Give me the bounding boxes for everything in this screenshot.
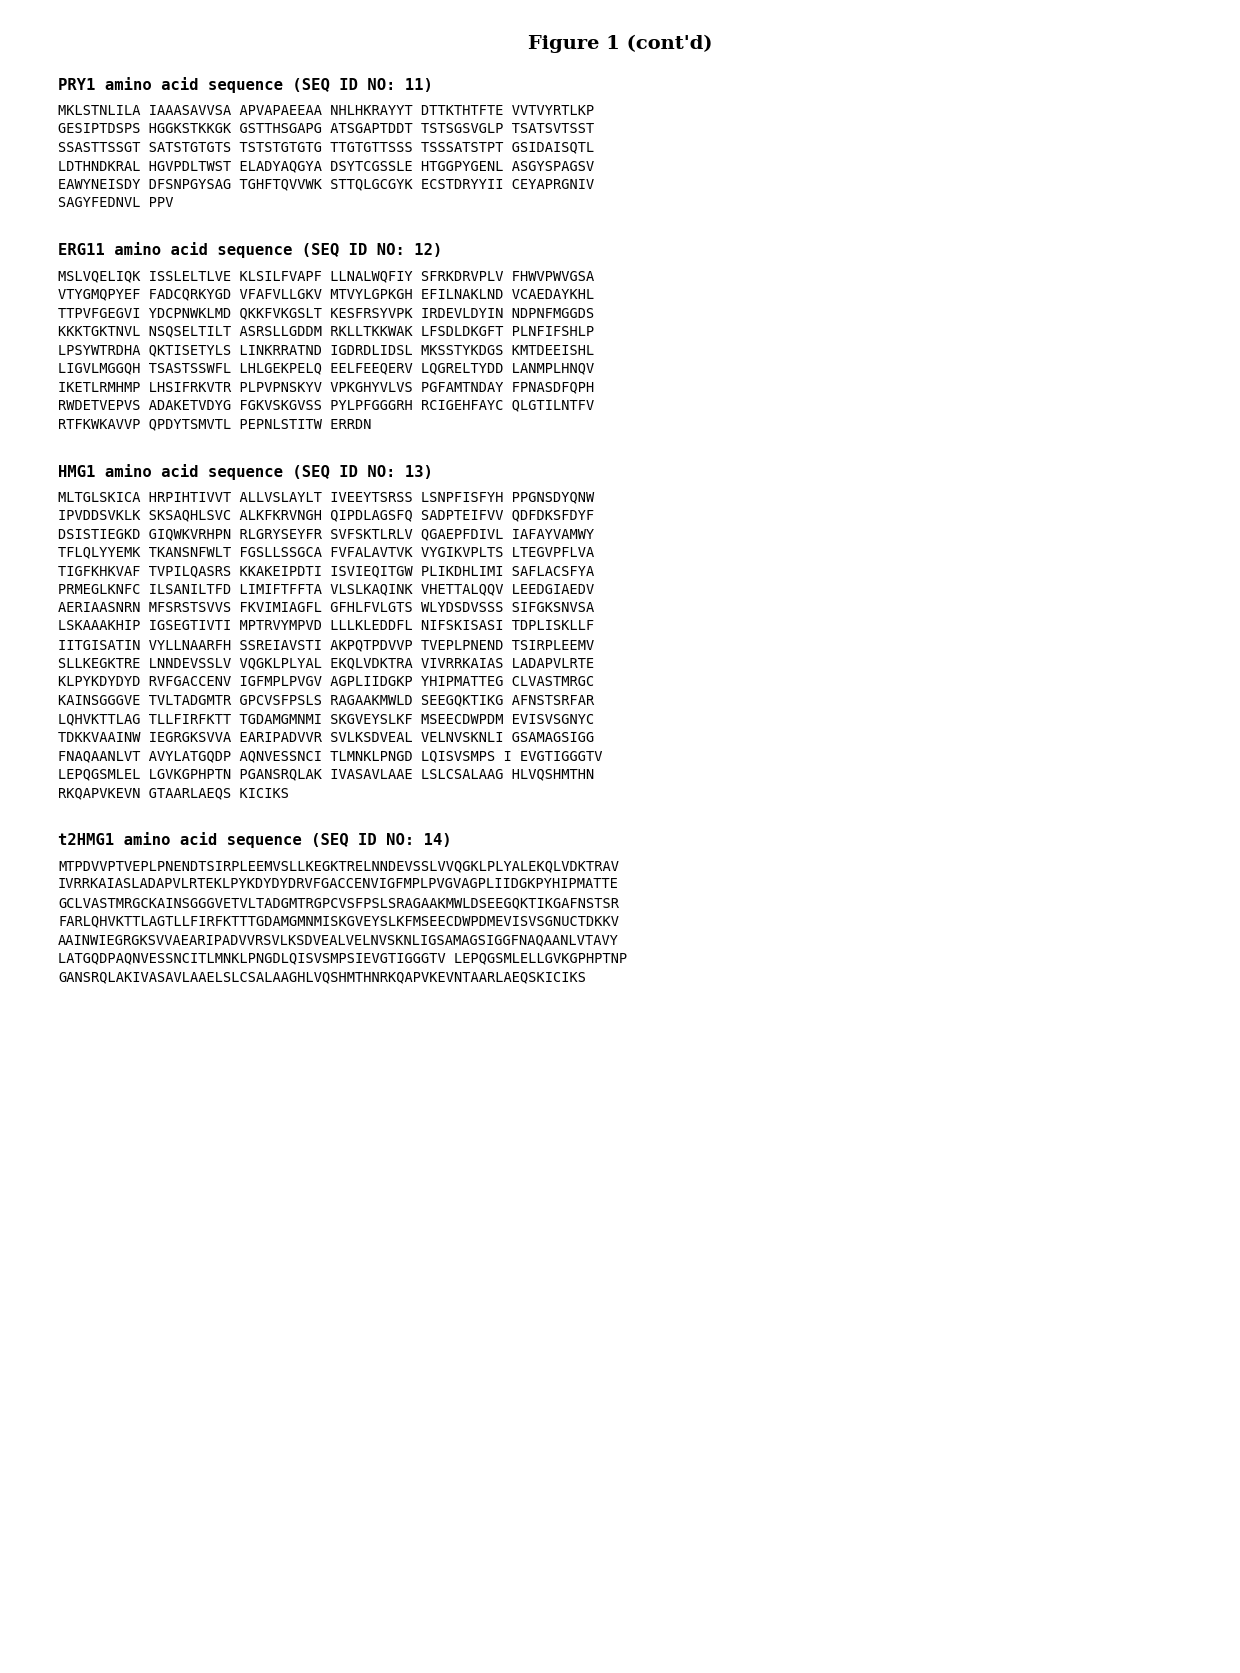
Text: PRY1 amino acid sequence (SEQ ID NO: 11): PRY1 amino acid sequence (SEQ ID NO: 11): [58, 77, 433, 94]
Text: RWDETVEPVS ADAKETVDYG FGKVSKGVSS PYLPFGGGRH RCIGEHFAYC QLGTILNTFV: RWDETVEPVS ADAKETVDYG FGKVSKGVSS PYLPFGG…: [58, 398, 594, 412]
Text: KKKTGKTNVL NSQSELTILT ASRSLLGDDM RKLLTKKWAK LFSDLDKGFT PLNFIFSHLP: KKKTGKTNVL NSQSELTILT ASRSLLGDDM RKLLTKK…: [58, 325, 594, 338]
Text: LPSYWTRDHA QKTISETYLS LINKRRATND IGDRDLIDSL MKSSTYKDGS KMTDEEISHL: LPSYWTRDHA QKTISETYLS LINKRRATND IGDRDLI…: [58, 343, 594, 356]
Text: TDKKVAAINW IEGRGKSVVA EARIPADVVR SVLKSDVEAL VELNVSKNLI GSAMAGSIGG: TDKKVAAINW IEGRGKSVVA EARIPADVVR SVLKSDV…: [58, 729, 594, 744]
Text: AAINWIEGRGKSVVAEARIPADVVRSVLKSDVEALVELNVSKNLIGSAMAGSIGGFNAQAANLVTAVY: AAINWIEGRGKSVVAEARIPADVVRSVLKSDVEALVELNV…: [58, 932, 619, 947]
Text: SSASTTSSGT SATSTGTGTS TSTSTGTGTG TTGTGTTSSS TSSSATSTPT GSIDAISQTL: SSASTTSSGT SATSTGTGTS TSTSTGTGTG TTGTGTT…: [58, 141, 594, 154]
Text: KAINSGGGVE TVLTADGMTR GPCVSFPSLS RAGAAKMWLD SEEGQKTIKG AFNSTSRFAR: KAINSGGGVE TVLTADGMTR GPCVSFPSLS RAGAAKM…: [58, 693, 594, 708]
Text: HMG1 amino acid sequence (SEQ ID NO: 13): HMG1 amino acid sequence (SEQ ID NO: 13): [58, 463, 433, 478]
Text: KLPYKDYDYD RVFGACCENV IGFMPLPVGV AGPLIIDGKP YHIPMATTEG CLVASTMRGC: KLPYKDYDYD RVFGACCENV IGFMPLPVGV AGPLIID…: [58, 674, 594, 689]
Text: FNAQAANLVT AVYLATGQDP AQNVESSNCI TLMNKLPNGD LQISVSMPS I EVGTIGGGTV: FNAQAANLVT AVYLATGQDP AQNVESSNCI TLMNKLP…: [58, 748, 603, 763]
Text: AERIAASNRN MFSRSTSVVS FKVIMIAGFL GFHLFVLGTS WLYDSDVSSS SIFGKSNVSA: AERIAASNRN MFSRSTSVVS FKVIMIAGFL GFHLFVL…: [58, 601, 594, 614]
Text: VTYGMQPYEF FADCQRKYGD VFAFVLLGKV MTVYLGPKGH EFILNAKLND VCAEDAYKHL: VTYGMQPYEF FADCQRKYGD VFAFVLLGKV MTVYLGP…: [58, 288, 594, 301]
Text: LEPQGSMLEL LGVKGPHPTN PGANSRQLAK IVASAVLAAE LSLCSALAAG HLVQSHMTHN: LEPQGSMLEL LGVKGPHPTN PGANSRQLAK IVASAVL…: [58, 766, 594, 781]
Text: EAWYNEISDY DFSNPGYSAG TGHFTQVVWK STTQLGCGYK ECSTDRYYII CEYAPRGNIV: EAWYNEISDY DFSNPGYSAG TGHFTQVVWK STTQLGC…: [58, 177, 594, 191]
Text: GANSRQLAKIVASAVLAAELSLCSALAAGHLVQSHMTHNRKQAPVKEVNTAARLAEQSKICIKS: GANSRQLAKIVASAVLAAELSLCSALAAGHLVQSHMTHNR…: [58, 969, 587, 984]
Text: SAGYFEDNVL PPV: SAGYFEDNVL PPV: [58, 196, 174, 209]
Text: GESIPTDSPS HGGKSTKKGK GSTTHSGAPG ATSGAPTDDT TSTSGSVGLP TSATSVTSST: GESIPTDSPS HGGKSTKKGK GSTTHSGAPG ATSGAPT…: [58, 122, 594, 136]
Text: TTPVFGEGVI YDCPNWKLMD QKKFVKGSLT KESFRSYVPK IRDEVLDYIN NDPNFMGGDS: TTPVFGEGVI YDCPNWKLMD QKKFVKGSLT KESFRSY…: [58, 306, 594, 320]
Text: t2HMG1 amino acid sequence (SEQ ID NO: 14): t2HMG1 amino acid sequence (SEQ ID NO: 1…: [58, 831, 451, 848]
Text: LDTHNDKRAL HGVPDLTWST ELADYAQGYA DSYTCGSSLE HTGGPYGENL ASGYSPAGSV: LDTHNDKRAL HGVPDLTWST ELADYAQGYA DSYTCGS…: [58, 159, 594, 172]
Text: LATGQDPAQNVESSNCITLMNKLPNGDLQISVSMPSIEVGTIGGGTV LEPQGSMLELLGVKGPHPTNP: LATGQDPAQNVESSNCITLMNKLPNGDLQISVSMPSIEVG…: [58, 950, 627, 965]
Text: MKLSTNLILA IAAASAVVSA APVAPAEEAA NHLHKRAYYT DTTKTHTFTE VVTVYRTLKP: MKLSTNLILA IAAASAVVSA APVAPAEEAA NHLHKRA…: [58, 104, 594, 117]
Text: RKQAPVKEVN GTAARLAEQS KICIKS: RKQAPVKEVN GTAARLAEQS KICIKS: [58, 786, 289, 800]
Text: RTFKWKAVVP QPDYTSMVTL PEPNLSTITW ERRDN: RTFKWKAVVP QPDYTSMVTL PEPNLSTITW ERRDN: [58, 417, 372, 430]
Text: IVRRKAIASLADAPVLRTEKLPYKDYDYDRVFGACCENVIGFMPLPVGVAGPLIIDGKPYHIPMATTE: IVRRKAIASLADAPVLRTEKLPYKDYDYDRVFGACCENVI…: [58, 877, 619, 892]
Text: Figure 1 (cont'd): Figure 1 (cont'd): [528, 35, 712, 54]
Text: FARLQHVKTTLAGTLLFIRFKTTTGDAMGMNMISKGVEYSLKFMSEECDWPDMEVISVSGNUCTDKKV: FARLQHVKTTLAGTLLFIRFKTTTGDAMGMNMISKGVEYS…: [58, 913, 619, 929]
Text: IPVDDSVKLK SKSAQHLSVC ALKFKRVNGH QIPDLAGSFQ SADPTEIFVV QDFDKSFDYF: IPVDDSVKLK SKSAQHLSVC ALKFKRVNGH QIPDLAG…: [58, 509, 594, 522]
Text: MTPDVVPTVEPLPNENDTSIRPLEEMVSLLKEGKTRELNNDEVSSLVVQGKLPLYALEKQLVDKTRAV: MTPDVVPTVEPLPNENDTSIRPLEEMVSLLKEGKTRELNN…: [58, 858, 619, 873]
Text: MLTGLSKICA HRPIHTIVVT ALLVSLAYLT IVEEYTSRSS LSNPFISFYH PPGNSDYQNW: MLTGLSKICA HRPIHTIVVT ALLVSLAYLT IVEEYTS…: [58, 490, 594, 504]
Text: SLLKEGKTRE LNNDEVSSLV VQGKLPLYAL EKQLVDKTRA VIVRRKAIAS LADAPVLRTE: SLLKEGKTRE LNNDEVSSLV VQGKLPLYAL EKQLVDK…: [58, 656, 594, 671]
Text: GCLVASTMRGCKAINSGGGVETVLTADGMTRGPCVSFPSLSRAGAAKMWLDSEEGQKTIKGAFNSTSR: GCLVASTMRGCKAINSGGGVETVLTADGMTRGPCVSFPSL…: [58, 895, 619, 910]
Text: IITGISATIN VYLLNAARFH SSREIAVSTI AKPQTPDVVP TVEPLPNEND TSIRPLEEMV: IITGISATIN VYLLNAARFH SSREIAVSTI AKPQTPD…: [58, 637, 594, 651]
Text: DSISTIEGKD GIQWKVRHPN RLGRYSEYFR SVFSKTLRLV QGAEPFDIVL IAFAYVAMWY: DSISTIEGKD GIQWKVRHPN RLGRYSEYFR SVFSKTL…: [58, 527, 594, 540]
Text: TFLQLYYEMK TKANSNFWLT FGSLLSSGCA FVFALAVTVK VYGIKVPLTS LTEGVPFLVA: TFLQLYYEMK TKANSNFWLT FGSLLSSGCA FVFALAV…: [58, 545, 594, 559]
Text: MSLVQELIQK ISSLELTLVE KLSILFVAPF LLNALWQFIY SFRKDRVPLV FHWVPWVGSA: MSLVQELIQK ISSLELTLVE KLSILFVAPF LLNALWQ…: [58, 269, 594, 283]
Text: IKETLRMHMP LHSIFRKVTR PLPVPNSKYV VPKGHYVLVS PGFAMTNDAY FPNASDFQPH: IKETLRMHMP LHSIFRKVTR PLPVPNSKYV VPKGHYV…: [58, 380, 594, 393]
Text: PRMEGLKNFC ILSANILTFD LIMIFTFFTA VLSLKAQINK VHETTALQQV LEEDGIAEDV: PRMEGLKNFC ILSANILTFD LIMIFTFFTA VLSLKAQ…: [58, 582, 594, 596]
Text: ERG11 amino acid sequence (SEQ ID NO: 12): ERG11 amino acid sequence (SEQ ID NO: 12…: [58, 243, 443, 258]
Text: TIGFKHKVAF TVPILQASRS KKAKEIPDTI ISVIEQITGW PLIKDHLIMI SAFLACSFYA: TIGFKHKVAF TVPILQASRS KKAKEIPDTI ISVIEQI…: [58, 564, 594, 577]
Text: LIGVLMGGQH TSASTSSWFL LHLGEKPELQ EELFEEQERV LQGRELTYDD LANMPLHNQV: LIGVLMGGQH TSASTSSWFL LHLGEKPELQ EELFEEQ…: [58, 361, 594, 375]
Text: LQHVKTTLAG TLLFIRFKTT TGDAMGMNMI SKGVEYSLKF MSEECDWPDM EVISVSGNYC: LQHVKTTLAG TLLFIRFKTT TGDAMGMNMI SKGVEYS…: [58, 711, 594, 726]
Text: LSKAAAKHIP IGSEGTIVTI MPTRVYMPVD LLLKLEDDFL NIFSKISASI TDPLISKLLF: LSKAAAKHIP IGSEGTIVTI MPTRVYMPVD LLLKLED…: [58, 619, 594, 632]
